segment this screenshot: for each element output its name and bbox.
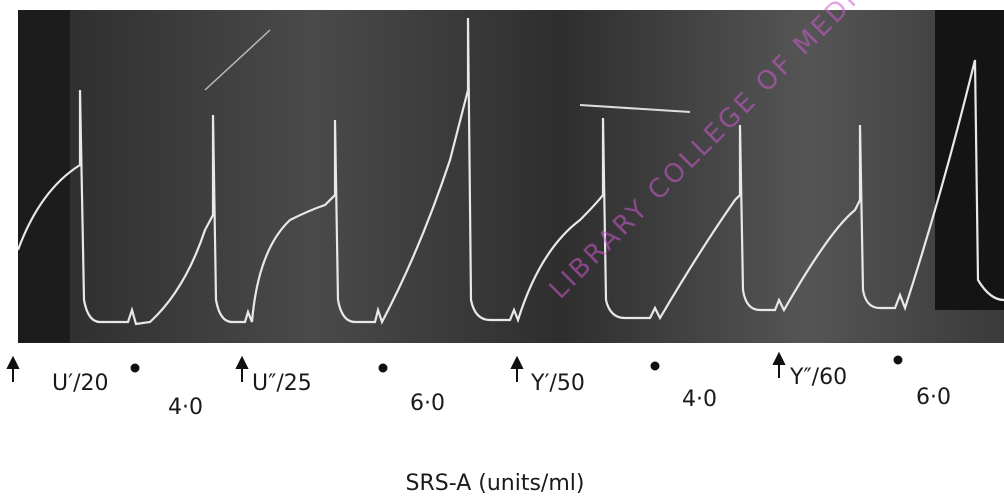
dot xyxy=(132,365,139,372)
dose-label: U′/20 xyxy=(52,371,109,396)
markers xyxy=(8,354,902,382)
concentration-label: 4·0 xyxy=(168,395,203,420)
dark-edge xyxy=(18,10,70,343)
concentration-label: 6·0 xyxy=(916,385,951,410)
concentration-label: 4·0 xyxy=(682,387,717,412)
dose-label: Y′/50 xyxy=(530,371,585,396)
arrow-head xyxy=(512,358,522,368)
photo-background xyxy=(18,10,1004,343)
arrow-head xyxy=(237,358,247,368)
dose-label: Y″/60 xyxy=(789,365,847,390)
figure: LIBRARY COLLEGE OF MEDICINE U′/20 U″/25 … xyxy=(0,0,1004,497)
dot xyxy=(652,363,659,370)
dot xyxy=(380,365,387,372)
dose-label: U″/25 xyxy=(252,371,312,396)
page: LIBRARY COLLEGE OF MEDICINE U′/20 U″/25 … xyxy=(0,0,1004,497)
concentration-label: 6·0 xyxy=(410,391,445,416)
dark-panel xyxy=(935,10,1004,310)
dot xyxy=(895,357,902,364)
arrow-head xyxy=(8,358,18,368)
arrow-head xyxy=(774,354,784,364)
kymograph-photo xyxy=(18,10,1004,343)
axis-title: SRS-A (units/ml) xyxy=(406,471,585,496)
